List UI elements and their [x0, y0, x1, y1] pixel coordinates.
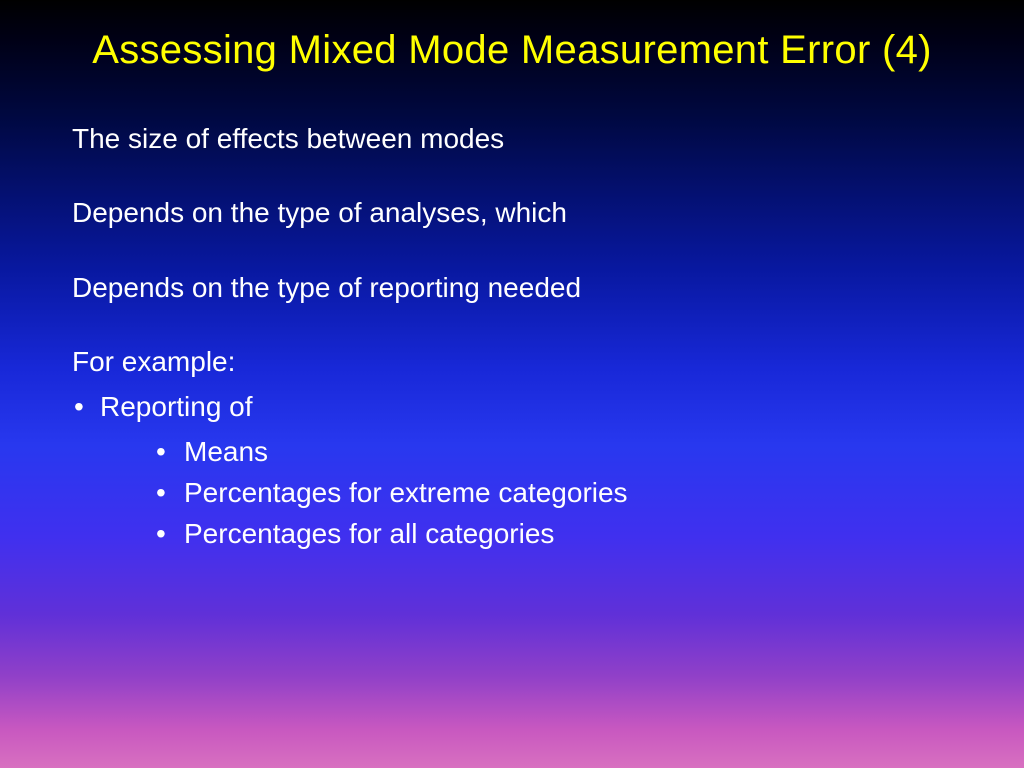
body-line-1: The size of effects between modes	[72, 121, 974, 157]
slide-container: Assessing Mixed Mode Measurement Error (…	[0, 0, 1024, 768]
bullet-level2-all: Percentages for all categories	[72, 514, 974, 553]
bullet-level1-reporting: Reporting of	[72, 387, 974, 426]
slide-title: Assessing Mixed Mode Measurement Error (…	[50, 28, 974, 73]
bullet-level2-means: Means	[72, 432, 974, 471]
body-line-4: For example:	[72, 344, 974, 380]
bullet-level2-extreme: Percentages for extreme categories	[72, 473, 974, 512]
bullet-text: Reporting of	[100, 391, 253, 422]
bullet-text: Percentages for extreme categories	[184, 477, 628, 508]
bullet-text: Percentages for all categories	[184, 518, 554, 549]
body-line-2: Depends on the type of analyses, which	[72, 195, 974, 231]
body-line-3: Depends on the type of reporting needed	[72, 270, 974, 306]
slide-body: The size of effects between modes Depend…	[50, 121, 974, 553]
bullet-text: Means	[184, 436, 268, 467]
